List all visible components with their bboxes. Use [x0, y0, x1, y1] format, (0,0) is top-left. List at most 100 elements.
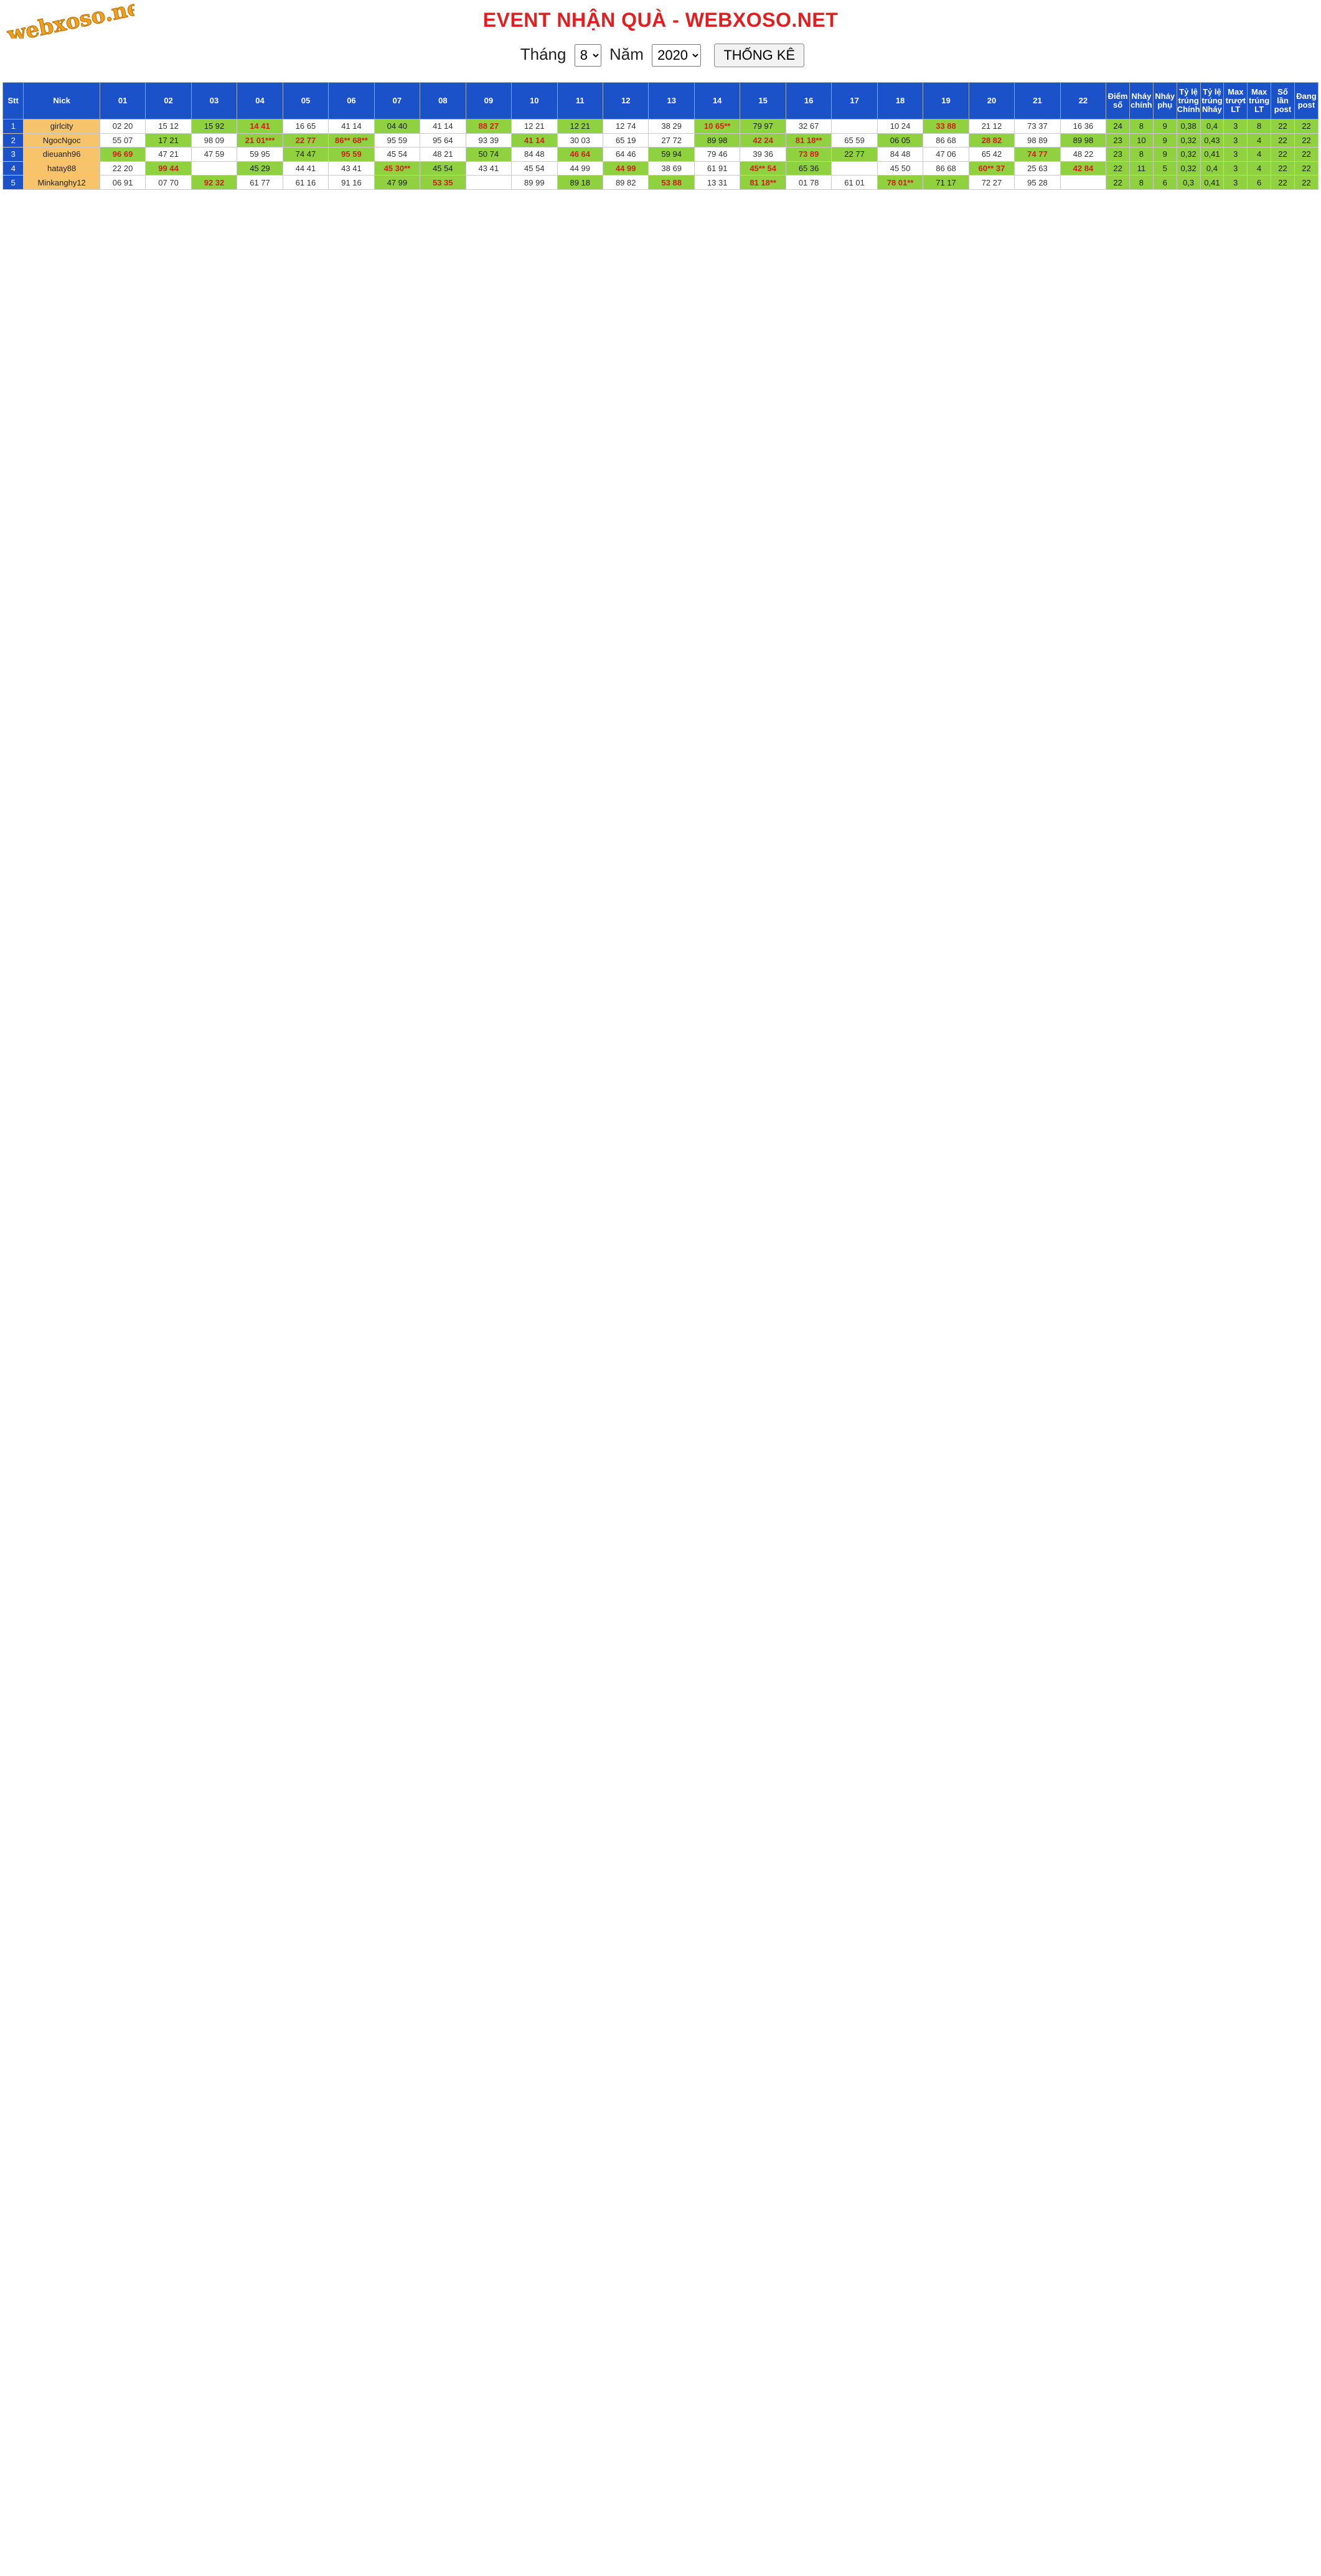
table-body: 1 girlcity 02 20 15 12 15 92 14 41 16 65 41 14 0…: [2, 119, 1319, 190]
year-label: Năm: [609, 45, 644, 63]
day-cell: 93 39: [465, 133, 512, 148]
day-cell: 02 20: [99, 119, 146, 134]
day-cell: 84 48: [877, 147, 924, 162]
table-row: 1 girlcity 02 20 15 12 15 92 14 41 16 65 41 14 0…: [2, 119, 1319, 134]
day-cell: 89 18: [557, 175, 604, 190]
day-cell: 17 21: [145, 133, 192, 148]
day-cell: 86 68: [923, 133, 969, 148]
day-cell: 42 84: [1060, 161, 1107, 176]
row-number: 3: [2, 147, 24, 162]
stat-cell: 23: [1106, 133, 1130, 148]
column-header: 11: [557, 82, 604, 119]
day-cell: 59 95: [237, 147, 283, 162]
stat-cell: 8: [1129, 175, 1154, 190]
column-header: Max trúng LT: [1247, 82, 1272, 119]
day-cell: 84 48: [511, 147, 558, 162]
day-cell: 27 72: [648, 133, 695, 148]
day-cell: 42 24: [740, 133, 786, 148]
day-cell: [831, 161, 878, 176]
stat-cell: 9: [1152, 119, 1177, 134]
day-cell: 44 99: [557, 161, 604, 176]
column-header: 10: [511, 82, 558, 119]
day-cell: 21 01***: [237, 133, 283, 148]
day-cell: 48 22: [1060, 147, 1107, 162]
year-select[interactable]: 2020: [652, 44, 702, 67]
day-cell: 65 36: [785, 161, 832, 176]
column-header: 09: [465, 82, 512, 119]
day-cell: 15 12: [145, 119, 192, 134]
stat-cell: 8: [1129, 119, 1154, 134]
day-cell: 47 59: [190, 147, 238, 162]
stat-cell: 3: [1223, 133, 1248, 148]
stat-cell: 9: [1152, 147, 1177, 162]
day-cell: 45** 54: [740, 161, 786, 176]
row-number: 4: [2, 161, 24, 176]
webxoso-logo: webxoso.net: [4, 2, 134, 39]
day-cell: 88 27: [465, 119, 512, 134]
day-cell: 74 47: [282, 147, 329, 162]
stat-cell: 23: [1106, 147, 1130, 162]
day-cell: 71 17: [923, 175, 969, 190]
stat-cell: 0,4: [1200, 119, 1225, 134]
day-cell: 95 28: [1014, 175, 1061, 190]
stat-cell: 8: [1247, 119, 1272, 134]
stat-cell: 0,41: [1200, 147, 1225, 162]
stat-cell: 3: [1223, 161, 1248, 176]
stat-cell: 10: [1129, 133, 1154, 148]
stat-cell: 3: [1223, 175, 1248, 190]
day-cell: 53 35: [420, 175, 466, 190]
day-cell: 22 20: [99, 161, 146, 176]
column-header: 22: [1060, 82, 1107, 119]
day-cell: 21 12: [968, 119, 1015, 134]
stat-cell: 6: [1247, 175, 1272, 190]
stat-cell: 5: [1152, 161, 1177, 176]
column-header: Nháy chính: [1129, 82, 1154, 119]
day-cell: [831, 119, 878, 134]
column-header: Nháy phụ: [1152, 82, 1177, 119]
day-cell: 10 65**: [693, 119, 741, 134]
day-cell: 72 27: [968, 175, 1015, 190]
stat-cell: 0,41: [1200, 175, 1225, 190]
day-cell: 99 44: [145, 161, 192, 176]
day-cell: 74 77: [1014, 147, 1061, 162]
column-header: 14: [693, 82, 741, 119]
day-cell: 41 14: [511, 133, 558, 148]
day-cell: 30 03: [557, 133, 604, 148]
column-header: 01: [99, 82, 146, 119]
stat-cell: 3: [1223, 119, 1248, 134]
day-cell: 86** 68**: [328, 133, 375, 148]
day-cell: 43 41: [328, 161, 375, 176]
column-header: Đang post: [1294, 82, 1319, 119]
column-header: 18: [877, 82, 924, 119]
day-cell: 10 24: [877, 119, 924, 134]
stat-cell: 8: [1129, 147, 1154, 162]
column-header: 06: [328, 82, 375, 119]
day-cell: 22 77: [831, 147, 878, 162]
column-header: Tỷ lệ trúng Nháy: [1200, 82, 1225, 119]
day-cell: 89 99: [511, 175, 558, 190]
stat-cell: 0,4: [1200, 161, 1225, 176]
stat-cell: 24: [1106, 119, 1130, 134]
stat-cell: 3: [1223, 147, 1248, 162]
day-cell: 47 06: [923, 147, 969, 162]
day-cell: 64 46: [602, 147, 649, 162]
column-header: Nick: [23, 82, 100, 119]
column-header: 20: [968, 82, 1015, 119]
stat-cell: 22: [1294, 175, 1319, 190]
column-header: 21: [1014, 82, 1061, 119]
day-cell: 13 31: [693, 175, 741, 190]
day-cell: 81 18**: [740, 175, 786, 190]
table-header-row: Stt Nick 01 02 03 04 05 06 07 08 09 10 11 12 13 14 15 16 1…: [2, 82, 1319, 119]
day-cell: 78 01**: [877, 175, 924, 190]
stats-button[interactable]: THỐNG KÊ: [714, 44, 805, 67]
row-number: 2: [2, 133, 24, 148]
day-cell: 73 37: [1014, 119, 1061, 134]
day-cell: 16 36: [1060, 119, 1107, 134]
stat-cell: 0,32: [1176, 147, 1201, 162]
day-cell: 98 89: [1014, 133, 1061, 148]
column-header: 07: [374, 82, 421, 119]
day-cell: 48 21: [420, 147, 466, 162]
filter-controls: Tháng 8 Năm 2020 THỐNG KÊ: [0, 44, 1321, 67]
month-select[interactable]: 8: [574, 44, 601, 67]
table-row: 4 hatay88 22 20 99 44 45 29 44 41 43 41 45 30**…: [2, 161, 1319, 176]
